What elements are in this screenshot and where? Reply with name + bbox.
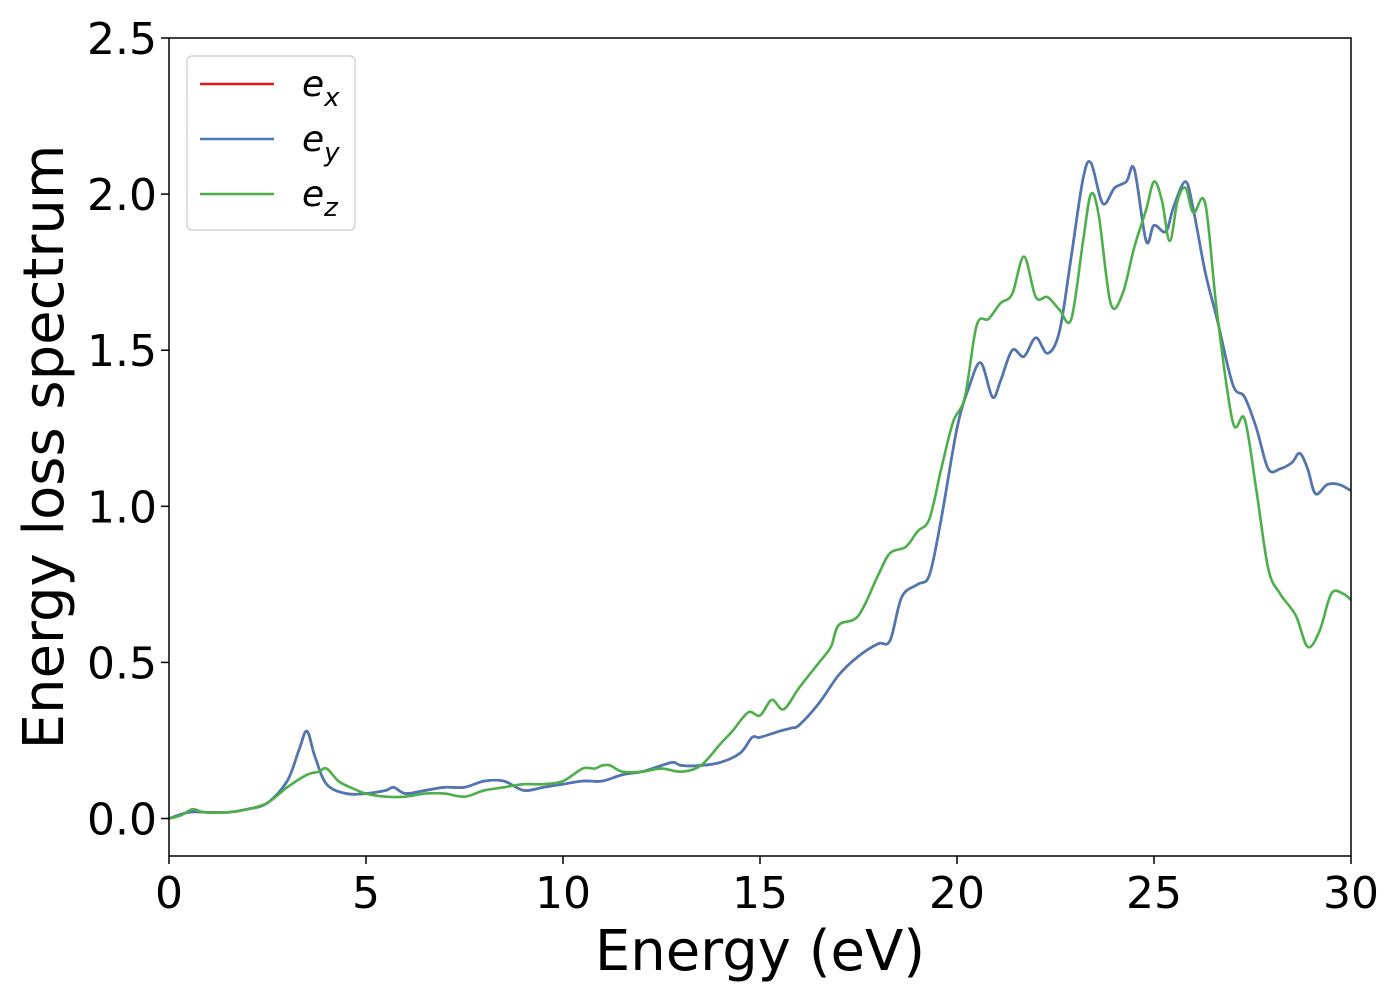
x-tick-label: 5 bbox=[352, 868, 380, 919]
legend-label-base: e bbox=[302, 64, 324, 105]
x-tick-label: 0 bbox=[155, 868, 183, 919]
y-tick-label: 2.0 bbox=[87, 170, 157, 221]
legend-label-base: e bbox=[302, 119, 324, 160]
y-axis-ticks: 0.0 0.5 1.0 1.5 2.0 2.5 bbox=[87, 14, 169, 846]
y-tick-label: 1.0 bbox=[87, 482, 157, 533]
x-tick-label: 15 bbox=[732, 868, 788, 919]
series-line-ez bbox=[168, 180, 1352, 820]
y-tick-label: 0.5 bbox=[87, 638, 157, 689]
x-axis-title: Energy (eV) bbox=[595, 919, 925, 984]
legend-label-ez: ez bbox=[302, 174, 339, 223]
x-axis-ticks: 0 5 10 15 20 25 30 bbox=[155, 856, 1379, 919]
x-tick-label: 30 bbox=[1323, 868, 1379, 919]
y-tick-label: 2.5 bbox=[87, 14, 157, 65]
legend-box bbox=[186, 55, 356, 231]
y-axis-title: Energy loss spectrum bbox=[12, 145, 77, 750]
legend-label-ex: ex bbox=[302, 64, 340, 113]
x-tick-label: 20 bbox=[929, 868, 985, 919]
x-tick-label: 25 bbox=[1126, 868, 1182, 919]
x-tick-label: 10 bbox=[535, 868, 591, 919]
legend-label-subscript: z bbox=[323, 193, 339, 223]
legend-label-ey: ey bbox=[302, 119, 340, 168]
y-tick-label: 0.0 bbox=[87, 795, 157, 846]
series-layer bbox=[168, 160, 1352, 820]
legend-label-base: e bbox=[302, 174, 324, 215]
y-tick-label: 1.5 bbox=[87, 326, 157, 377]
legend-label-subscript: x bbox=[323, 83, 340, 113]
series-line-ey bbox=[168, 160, 1352, 820]
legend-label-subscript: y bbox=[323, 138, 340, 168]
